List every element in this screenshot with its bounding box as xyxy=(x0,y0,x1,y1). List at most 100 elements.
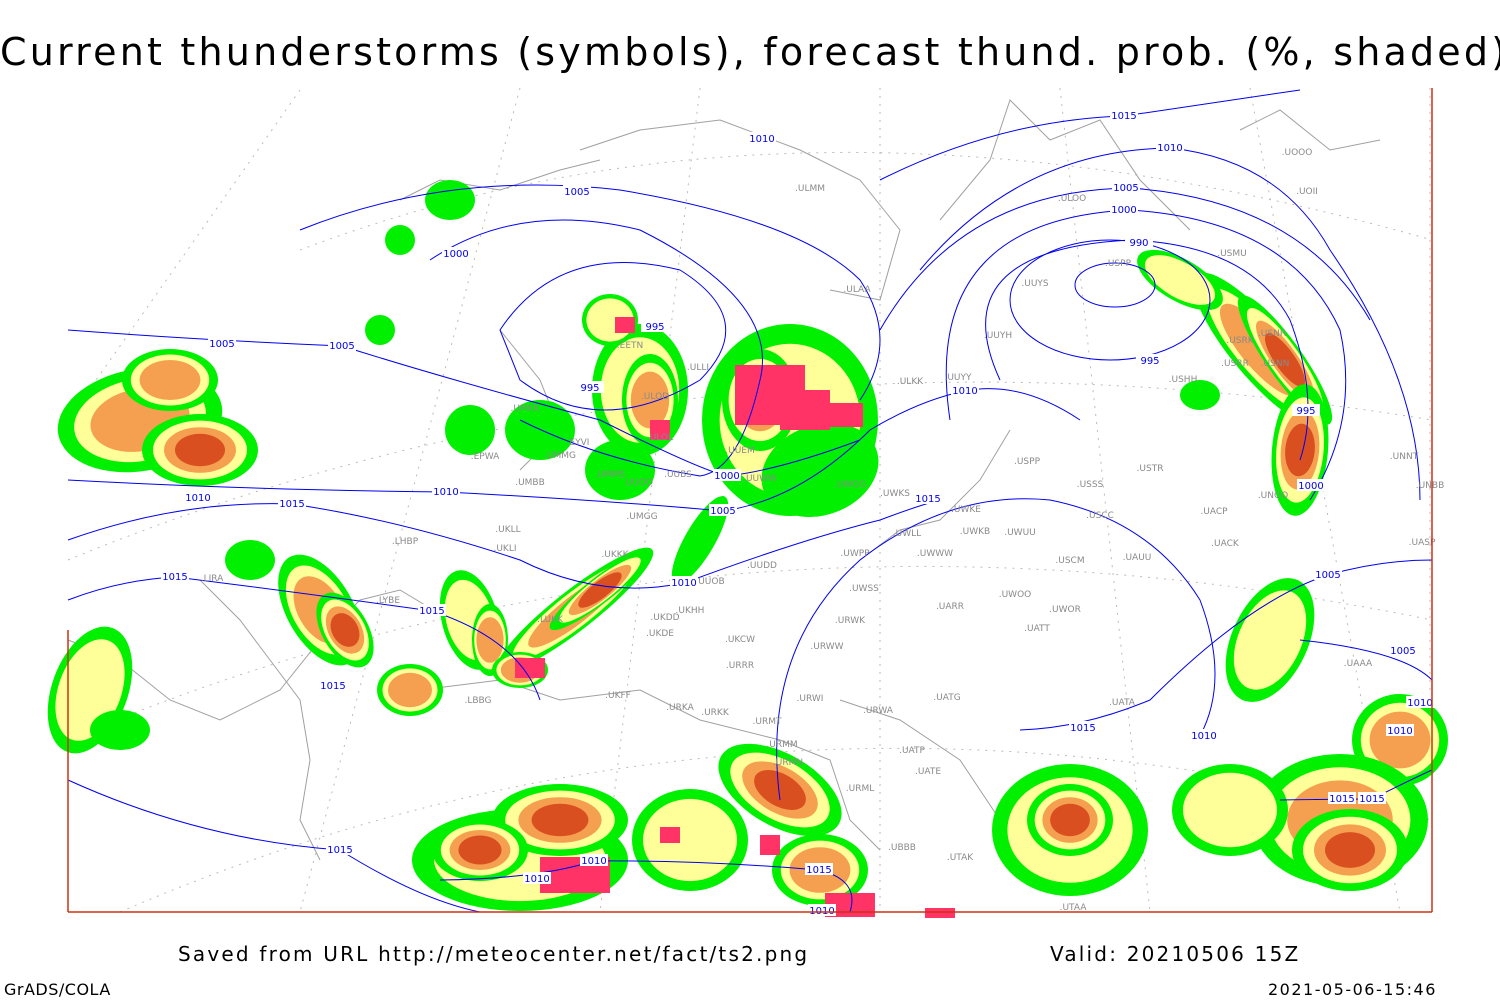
isobar-label-bg xyxy=(1406,696,1434,708)
station-label: .UUOO xyxy=(623,478,653,488)
station-label: .URWK xyxy=(835,616,866,626)
station-label: .UKDD xyxy=(650,613,679,623)
coastline xyxy=(199,579,321,861)
station-label: .ULOO xyxy=(1058,194,1086,204)
station-label: .USPP xyxy=(1105,259,1132,269)
isobar-label: 1005 xyxy=(564,187,589,198)
software-credit: GrADS/COLA xyxy=(4,980,111,999)
probability-level-3 xyxy=(630,371,670,429)
meridian xyxy=(299,87,521,913)
station-label: .UMKK xyxy=(510,404,540,414)
probability-level-4 xyxy=(1325,832,1375,868)
isobar-line xyxy=(919,147,1421,501)
station-label: .USMU xyxy=(1217,249,1247,259)
isobar-labels: 1015 1010 1005 1000 990 995 995 1000 1010 1005 100… xyxy=(161,109,1434,917)
isobar-label-bg xyxy=(713,469,741,481)
isobar-label-bg xyxy=(326,843,354,855)
thunderstorm-symbol xyxy=(925,908,955,918)
station-label: .UACP xyxy=(1200,507,1228,517)
isobar-label-bg xyxy=(951,384,979,396)
station-label: .UMBB xyxy=(515,478,545,488)
station-label: .UARR xyxy=(936,602,964,612)
generation-timestamp: 2021-05-06-15:46 xyxy=(1268,980,1437,999)
isobar-line xyxy=(776,498,1216,801)
station-label: .URML xyxy=(846,784,874,794)
station-label: .UTAA xyxy=(1060,903,1088,913)
station-label: .UATA xyxy=(1109,698,1136,708)
station-label: .USCM xyxy=(1055,556,1084,566)
station-label: .UASP xyxy=(1409,538,1436,548)
isobar-label-bg xyxy=(1358,792,1386,804)
isobar-label: 1015 xyxy=(1070,723,1095,734)
isobar-label-bg xyxy=(1292,404,1320,416)
isobar-label: 990 xyxy=(1129,238,1148,249)
station-label: .URRR xyxy=(726,661,754,671)
isobar-label: 995 xyxy=(645,322,664,333)
isobar-line xyxy=(945,209,1347,501)
station-label: .UACK xyxy=(1211,539,1240,549)
probability-level-2 xyxy=(643,798,737,882)
probability-level-1 xyxy=(90,710,150,750)
station-label: .UWSS xyxy=(849,584,879,594)
thunderstorm-symbol xyxy=(615,317,635,333)
probability-level-1 xyxy=(1180,380,1220,410)
isobar-label-bg xyxy=(641,320,669,332)
station-label: .UUYH xyxy=(984,331,1012,341)
station-label: .EETN xyxy=(617,341,643,351)
isobar-label: 1010 xyxy=(185,493,210,504)
isobar-label-bg xyxy=(670,576,698,588)
probability-level-1 xyxy=(225,540,275,580)
station-label: .UNNT xyxy=(1390,452,1419,462)
station-label: .UUEM xyxy=(725,446,755,456)
probability-level-3 xyxy=(1369,711,1431,769)
isobar-line xyxy=(429,219,763,477)
probability-level-1 xyxy=(585,440,655,500)
station-label: .URWW xyxy=(810,642,843,652)
station-label: .UAUU xyxy=(1123,553,1152,563)
station-label: .UMGG xyxy=(626,512,657,522)
thunderstorm-symbol xyxy=(515,658,545,678)
station-label: .UWWW xyxy=(917,549,953,559)
meridian xyxy=(67,89,301,421)
isobar-label: 1015 xyxy=(806,865,831,876)
map-frame xyxy=(67,88,1433,913)
station-label: .UUBS xyxy=(664,470,692,480)
isobar-line xyxy=(67,499,941,589)
isobar-label-bg xyxy=(1069,721,1097,733)
isobar-label-bg xyxy=(442,247,470,259)
coastline xyxy=(939,99,1191,231)
station-label: .UUYY xyxy=(944,373,972,383)
station-label: .USRK xyxy=(1226,336,1254,346)
station-label: .URMN xyxy=(773,758,803,768)
isobar-label-bg xyxy=(208,337,236,349)
station-label: .ULOL xyxy=(647,433,673,443)
station-label: .EYVI xyxy=(567,438,590,448)
isobar-label-bg xyxy=(319,679,347,691)
coastline xyxy=(399,159,601,201)
station-label: .URKK xyxy=(701,708,730,718)
isobar-label: 1010 xyxy=(1157,143,1182,154)
isobar-label-bg xyxy=(1386,724,1414,736)
isobar-label-bg xyxy=(563,185,591,197)
isobar-line xyxy=(67,576,541,701)
thunderstorm-symbol xyxy=(650,420,670,440)
isobar-label-bg xyxy=(1112,181,1140,193)
station-label: .UWLL xyxy=(893,529,921,539)
station-label: .UWOR xyxy=(1049,605,1081,615)
station-label: .LYBE xyxy=(376,596,400,606)
isobar-line xyxy=(1019,559,1433,731)
station-label: .USNN xyxy=(1261,359,1290,369)
isobar-label-bg xyxy=(278,497,306,509)
isobar-label: 1005 xyxy=(1113,183,1138,194)
probability-level-1 xyxy=(445,405,495,455)
probability-level-4 xyxy=(175,433,225,467)
station-label: .URWI xyxy=(797,694,824,704)
station-label: .UKCW xyxy=(725,635,755,645)
station-label: .USRR xyxy=(1221,359,1249,369)
station-label: .URMT xyxy=(753,717,782,727)
station-label: .UKLL xyxy=(495,525,520,535)
isobar-label: 1005 xyxy=(329,341,354,352)
isobar-label-bg xyxy=(1136,354,1164,366)
isobar-line xyxy=(985,239,1309,461)
